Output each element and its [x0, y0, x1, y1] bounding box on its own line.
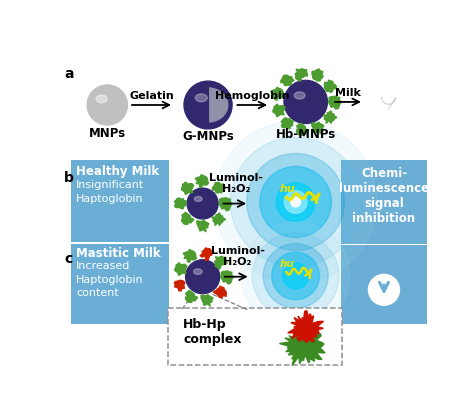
Ellipse shape: [284, 191, 307, 214]
Text: Increased
Haptoglobin
content: Increased Haptoglobin content: [76, 261, 144, 298]
FancyBboxPatch shape: [71, 244, 169, 325]
Text: hu: hu: [279, 259, 294, 269]
Ellipse shape: [260, 166, 331, 237]
Ellipse shape: [230, 138, 361, 267]
Text: Mastitic Milk: Mastitic Milk: [76, 247, 161, 261]
Polygon shape: [212, 183, 226, 193]
Ellipse shape: [283, 263, 309, 289]
Polygon shape: [215, 256, 227, 269]
Ellipse shape: [294, 92, 305, 99]
Ellipse shape: [241, 222, 350, 330]
Ellipse shape: [214, 121, 377, 283]
Ellipse shape: [186, 260, 219, 294]
Polygon shape: [328, 96, 342, 109]
Polygon shape: [182, 212, 194, 224]
Text: Hb-Hp
complex: Hb-Hp complex: [183, 318, 242, 346]
Text: MNPs: MNPs: [89, 126, 126, 140]
Ellipse shape: [284, 81, 328, 123]
Polygon shape: [183, 249, 196, 262]
Polygon shape: [213, 286, 226, 297]
Ellipse shape: [194, 197, 202, 202]
Polygon shape: [281, 118, 293, 129]
Ellipse shape: [195, 94, 207, 102]
Wedge shape: [208, 88, 228, 122]
Polygon shape: [288, 311, 323, 343]
Text: c: c: [64, 252, 72, 266]
Polygon shape: [201, 294, 213, 306]
Polygon shape: [323, 111, 337, 123]
Text: b: b: [64, 171, 74, 185]
FancyBboxPatch shape: [71, 160, 169, 242]
Text: Insignificant
Haptoglobin: Insignificant Haptoglobin: [76, 180, 145, 204]
Ellipse shape: [252, 233, 339, 319]
Ellipse shape: [193, 269, 202, 274]
Polygon shape: [382, 97, 396, 109]
Ellipse shape: [187, 188, 218, 219]
Polygon shape: [297, 123, 309, 135]
Polygon shape: [281, 75, 294, 86]
Text: Hemoglobin: Hemoglobin: [215, 91, 290, 101]
Text: Milk: Milk: [336, 88, 361, 98]
Ellipse shape: [87, 85, 128, 125]
Polygon shape: [312, 122, 324, 134]
Polygon shape: [312, 69, 323, 81]
Polygon shape: [295, 69, 308, 81]
Text: a: a: [64, 66, 73, 81]
Text: Luminol-
H₂O₂: Luminol- H₂O₂: [209, 173, 263, 195]
Text: Gelatin: Gelatin: [129, 91, 174, 101]
Polygon shape: [175, 263, 187, 275]
Ellipse shape: [276, 183, 315, 221]
Polygon shape: [212, 213, 226, 225]
Polygon shape: [174, 280, 185, 291]
Polygon shape: [280, 325, 325, 366]
Ellipse shape: [368, 274, 400, 305]
Text: hu: hu: [279, 184, 295, 194]
Ellipse shape: [184, 81, 232, 129]
Ellipse shape: [291, 197, 301, 207]
FancyBboxPatch shape: [341, 160, 427, 325]
Text: G-MNPs: G-MNPs: [182, 130, 234, 142]
Ellipse shape: [247, 154, 345, 251]
Text: Hb-MNPs: Hb-MNPs: [275, 128, 336, 141]
Polygon shape: [174, 198, 187, 209]
FancyBboxPatch shape: [168, 308, 342, 365]
Polygon shape: [195, 175, 209, 188]
Ellipse shape: [263, 244, 328, 308]
Polygon shape: [324, 80, 337, 93]
Ellipse shape: [272, 252, 319, 300]
Ellipse shape: [96, 95, 107, 103]
Text: Chemi-
luminescence
signal
inhibition: Chemi- luminescence signal inhibition: [339, 167, 429, 225]
Polygon shape: [200, 248, 212, 261]
Polygon shape: [219, 198, 232, 211]
Polygon shape: [271, 88, 284, 100]
Polygon shape: [197, 220, 209, 232]
Text: Healthy Milk: Healthy Milk: [76, 165, 159, 178]
Polygon shape: [273, 104, 285, 117]
Polygon shape: [221, 271, 234, 284]
Text: Luminol-
H₂O₂: Luminol- H₂O₂: [210, 246, 264, 268]
Polygon shape: [182, 182, 193, 195]
Polygon shape: [185, 290, 198, 302]
